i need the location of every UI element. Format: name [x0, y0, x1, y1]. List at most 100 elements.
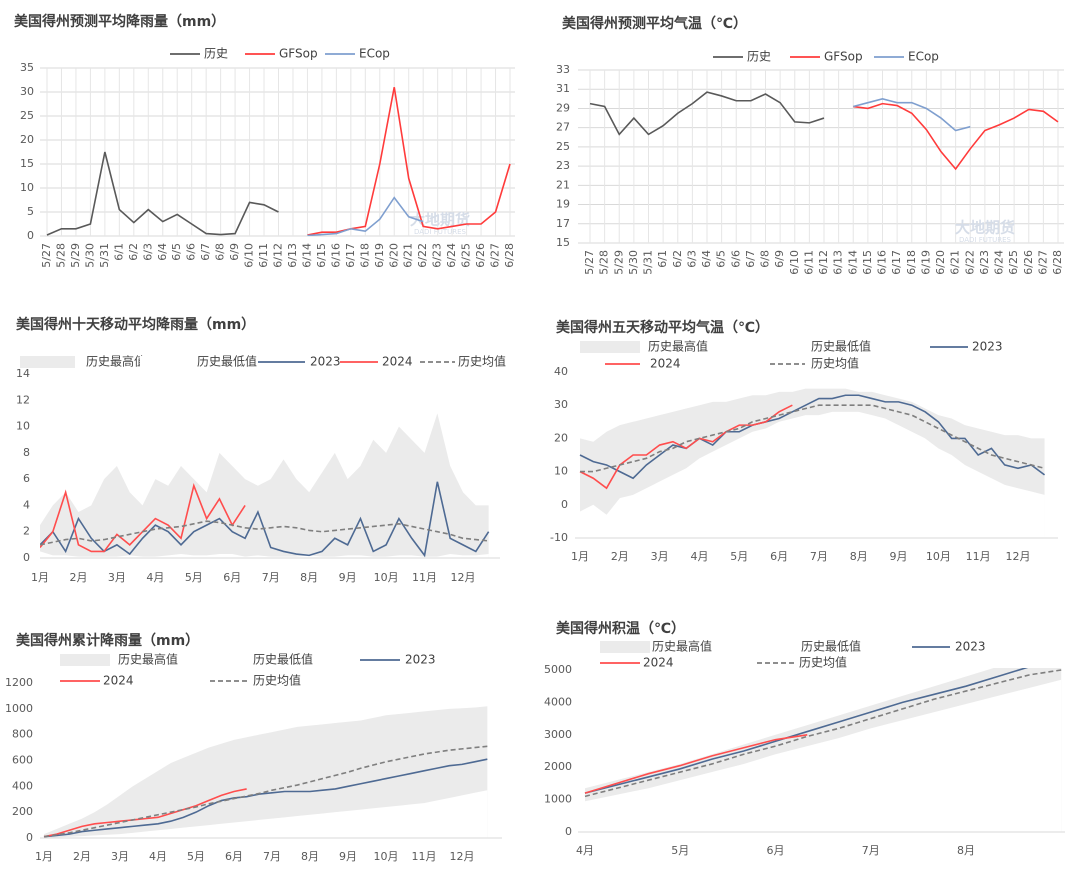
x-tick-label: 6/13 [286, 243, 299, 268]
x-tick-label: 6/3 [141, 243, 154, 261]
legend-label: 2023 [955, 640, 986, 654]
y-tick-label: 0 [26, 831, 33, 844]
y-tick-label: 5000 [544, 663, 572, 676]
x-tick-label: 12月 [451, 571, 476, 584]
chart-title: 美国得州五天移动平均气温（℃） [556, 319, 769, 336]
x-tick-label: 2月 [73, 850, 91, 863]
y-tick-label: 20 [554, 431, 568, 444]
y-tick-label: 2 [23, 525, 30, 538]
x-tick-label: 6/7 [199, 243, 212, 261]
plot [46, 87, 511, 236]
series-line [307, 196, 424, 236]
x-tick-label: 6/8 [759, 250, 772, 268]
y-tick-label: 25 [556, 140, 570, 153]
x-tick-label: 6/22 [963, 250, 976, 275]
y-tick-label: 30 [20, 85, 34, 98]
x-tick-label: 5月 [730, 550, 748, 563]
area [40, 551, 489, 558]
x-tick-label: 5/30 [83, 243, 96, 268]
y-tick-label: 31 [556, 82, 570, 95]
x-tick-label: 5/29 [612, 250, 625, 275]
legend-swatch [200, 654, 245, 666]
y-tick-label: 200 [12, 805, 33, 818]
x-tick-label: 5/31 [642, 250, 655, 275]
x-tick-label: 6/1 [112, 243, 125, 261]
y-tick-label: 12 [16, 393, 30, 406]
legend-label: 历史最低值 [197, 354, 257, 369]
y-tick-label: 6 [23, 472, 30, 485]
x-tick-label: 9月 [890, 550, 908, 563]
legend-label: 2023 [405, 653, 436, 667]
x-tick-label: 6月 [770, 550, 788, 563]
x-tick-label: 6/23 [431, 243, 444, 268]
y-tick-label: 33 [556, 63, 570, 76]
x-tick-label: 7月 [262, 571, 280, 584]
y-tick-label: 1200 [5, 676, 33, 689]
series-line [40, 481, 490, 558]
legend-label: 历史均值 [458, 354, 506, 369]
legend-label: 历史最低值 [811, 339, 871, 354]
x-tick-label: 8月 [301, 850, 319, 863]
y-tick-label: 17 [556, 217, 570, 230]
x-tick-label: 6/16 [329, 243, 342, 268]
x-tick-label: 6/5 [715, 250, 728, 268]
x-tick-label: 6/27 [489, 243, 502, 268]
x-tick-label: 6/9 [773, 250, 786, 268]
legend-label: 历史最高值 [652, 639, 712, 654]
x-tick-label: 2月 [611, 550, 629, 563]
x-tick-label: 3月 [651, 550, 669, 563]
x-tick-label: 6/21 [949, 250, 962, 275]
legend-label: GFSop [279, 47, 318, 61]
y-tick-label: 20 [20, 133, 34, 146]
y-tick-label: -10 [550, 531, 568, 544]
series-line [43, 745, 488, 838]
legend-label: 2024 [650, 357, 681, 371]
x-tick-label: 5月 [671, 844, 689, 857]
x-tick-label: 11月 [412, 571, 437, 584]
x-tick-label: 6/23 [978, 250, 991, 275]
x-tick-label: 2月 [69, 571, 87, 584]
legend-swatch [60, 654, 110, 666]
x-tick-label: 7月 [862, 844, 880, 857]
y-tick-label: 5 [27, 205, 34, 218]
area [580, 411, 1045, 538]
x-tick-label: 11月 [966, 550, 991, 563]
x-tick-label: 7月 [263, 850, 281, 863]
y-tick-label: 0 [561, 498, 568, 511]
legend-swatch [750, 641, 795, 653]
x-tick-label: 10月 [374, 571, 399, 584]
x-tick-label: 5月 [185, 571, 203, 584]
x-tick-label: 6/24 [993, 250, 1006, 275]
legend-swatch [600, 641, 650, 653]
watermark-sub: DADI FUTURES [959, 236, 1012, 244]
y-tick-label: 15 [20, 157, 34, 170]
x-tick-label: 6/24 [445, 243, 458, 268]
x-tick-label: 6/12 [817, 250, 830, 275]
legend-label: 历史最低值 [253, 652, 313, 667]
series-line [579, 394, 1046, 480]
y-tick-label: 35 [20, 61, 34, 74]
y-tick-label: 19 [556, 198, 570, 211]
x-tick-label: 6/12 [272, 243, 285, 268]
legend-label: 历史最高值 [86, 354, 146, 369]
x-tick-label: 6/3 [685, 250, 698, 268]
x-tick-label: 6/19 [373, 243, 386, 268]
y-tick-label: 29 [556, 101, 570, 114]
legend-label: 2024 [382, 355, 413, 369]
legend-label: 历史 [747, 50, 771, 64]
legend-label: 历史最高值 [648, 339, 708, 354]
x-tick-label: 6/18 [905, 250, 918, 275]
legend-label: 历史 [204, 47, 228, 61]
y-tick-label: 21 [556, 178, 570, 191]
x-tick-label: 6/8 [214, 243, 227, 261]
x-tick-label: 12月 [1006, 550, 1031, 563]
x-tick-label: 6/26 [474, 243, 487, 268]
plot [43, 706, 488, 838]
legend-label: 2023 [972, 340, 1003, 354]
x-tick-label: 6/26 [1022, 250, 1035, 275]
series-line [43, 758, 488, 838]
y-tick-label: 2000 [544, 760, 572, 773]
x-tick-label: 5月 [187, 850, 205, 863]
x-tick-label: 10月 [374, 850, 399, 863]
area [44, 790, 488, 838]
